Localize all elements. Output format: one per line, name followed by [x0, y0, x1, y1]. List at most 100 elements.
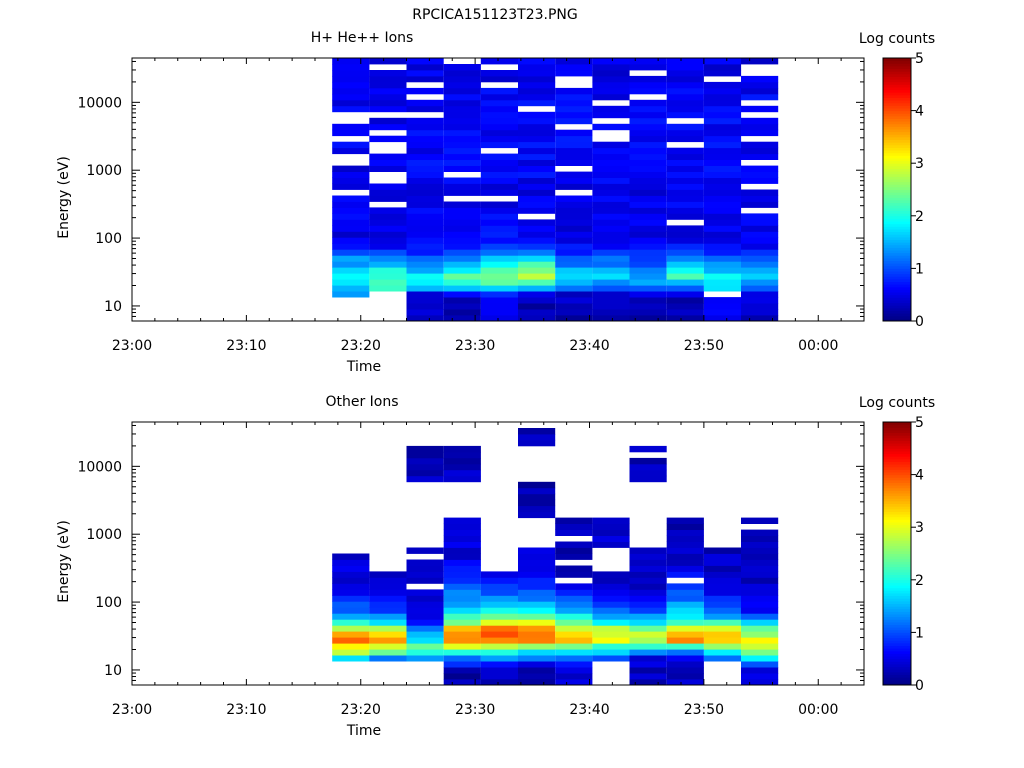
colorbar-step [883, 189, 911, 193]
heatmap-cell [443, 589, 481, 596]
heatmap-cell [629, 559, 667, 566]
heatmap-cell [741, 147, 779, 155]
heatmap-cell [703, 195, 742, 202]
colorbar-step [883, 527, 911, 531]
colorbar-step [883, 213, 911, 217]
heatmap-cell [629, 565, 667, 572]
heatmap-cell [555, 661, 593, 668]
heatmap-cell [332, 637, 370, 644]
colorbar-step [883, 550, 911, 554]
heatmap-cell [703, 159, 742, 166]
heatmap-cell [629, 201, 667, 208]
x-axis-label: Time [346, 359, 381, 375]
heatmap-cell [406, 457, 444, 465]
heatmap-cell [703, 201, 742, 208]
heatmap-cell [369, 75, 407, 83]
heatmap-cell [369, 195, 407, 202]
colorbar-step [883, 611, 911, 615]
colorbar-step [883, 571, 911, 576]
heatmap-cell [592, 219, 630, 226]
heatmap-cell [741, 661, 779, 668]
heatmap-cell [629, 643, 667, 650]
heatmap-cell [666, 661, 704, 668]
heatmap-cell [666, 315, 704, 322]
heatmap-cell [518, 637, 556, 644]
colorbar-step [883, 302, 911, 306]
colorbar-step [883, 286, 911, 290]
colorbar-step [883, 424, 911, 428]
heatmap-cell [666, 279, 704, 286]
heatmap-cell [332, 81, 370, 89]
colorbar-step [883, 671, 911, 675]
heatmap-cell [332, 631, 370, 638]
heatmap-cell [443, 457, 481, 465]
heatmap-cell [741, 619, 779, 626]
heatmap-cell [666, 571, 704, 578]
heatmap-cell [741, 303, 779, 310]
heatmap-cell [332, 261, 370, 268]
heatmap-cell [406, 451, 444, 459]
colorbar-tick-label: 3 [915, 156, 924, 172]
heatmap-cell [406, 273, 444, 280]
heatmap-cell [741, 553, 779, 560]
heatmap-cell [666, 159, 704, 166]
heatmap-cell [555, 625, 593, 632]
heatmap-cell [666, 243, 704, 250]
colorbar-step [883, 629, 911, 633]
heatmap-cell [480, 637, 518, 644]
heatmap-cell [332, 601, 370, 608]
heatmap-cell [443, 535, 481, 542]
heatmap-cell [480, 655, 518, 662]
colorbar-step [883, 574, 911, 578]
heatmap-cell [443, 643, 481, 650]
colorbar-step [883, 556, 911, 560]
colorbar-step [883, 271, 911, 275]
heatmap-cell [592, 81, 630, 89]
colorbar-step [883, 498, 911, 502]
heatmap-cell [406, 153, 444, 160]
heatmap-cell [703, 649, 742, 656]
colorbar-step [883, 160, 911, 164]
heatmap-cell [480, 661, 518, 668]
heatmap-cell [666, 673, 704, 680]
heatmap-cell [741, 679, 779, 686]
heatmap-cell [406, 631, 444, 638]
heatmap-cell [480, 625, 518, 632]
heatmap-cell [592, 315, 630, 322]
colorbar-step [883, 422, 911, 426]
heatmap-cell [369, 589, 407, 596]
heatmap-cell [480, 291, 518, 298]
heatmap-cell [741, 267, 779, 274]
colorbar-step [883, 542, 911, 547]
heatmap-cell [406, 547, 444, 554]
heatmap-cell [332, 559, 370, 566]
heatmap-cell [518, 607, 556, 614]
heatmap-cell [741, 547, 779, 554]
heatmap-cell [555, 153, 593, 160]
heatmap-cell [480, 153, 518, 160]
heatmap-cell [555, 177, 593, 184]
heatmap-cell [592, 625, 630, 632]
heatmap-cell [443, 135, 481, 143]
heatmap-cell [703, 237, 742, 244]
heatmap-cell [518, 243, 556, 250]
heatmap-cell [629, 469, 667, 477]
heatmap-cell [518, 129, 556, 137]
colorbar-step [883, 577, 911, 581]
x-tick-label: 23:20 [341, 338, 381, 354]
heatmap-cell [666, 553, 704, 560]
heatmap-cell [703, 189, 742, 196]
colorbar-step [883, 181, 911, 185]
colorbar-step [883, 176, 911, 180]
heatmap-cell [480, 99, 518, 107]
heatmap-cell [480, 571, 518, 578]
heatmap-cell [629, 589, 667, 596]
heatmap-cell [592, 613, 630, 620]
heatmap-cell [741, 595, 779, 602]
heatmap-cell [703, 631, 742, 638]
heatmap-cell [703, 64, 742, 71]
heatmap-cell [741, 309, 779, 316]
heatmap-cell [443, 81, 481, 89]
colorbar-step [883, 598, 911, 602]
